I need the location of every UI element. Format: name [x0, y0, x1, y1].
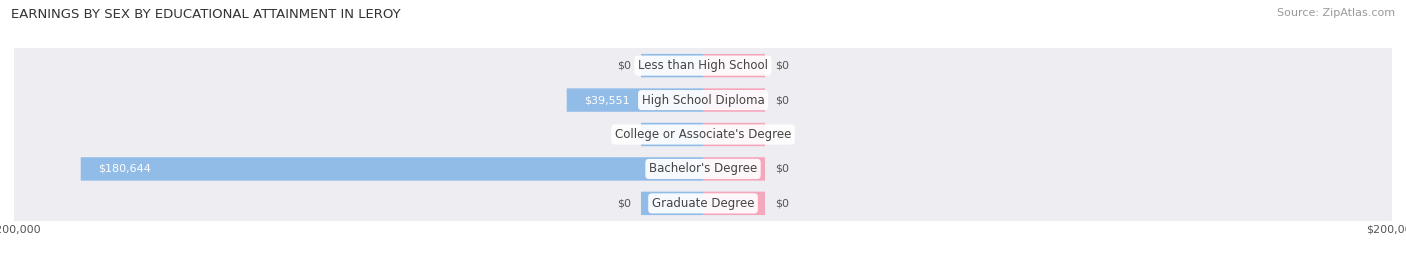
Text: $39,551: $39,551	[583, 95, 630, 105]
FancyBboxPatch shape	[641, 123, 703, 146]
FancyBboxPatch shape	[14, 0, 1392, 269]
Text: $0: $0	[617, 198, 631, 208]
Text: $0: $0	[775, 164, 789, 174]
Text: $0: $0	[775, 61, 789, 71]
Text: $180,644: $180,644	[98, 164, 150, 174]
Text: $0: $0	[617, 129, 631, 140]
Text: Less than High School: Less than High School	[638, 59, 768, 72]
FancyBboxPatch shape	[703, 123, 765, 146]
FancyBboxPatch shape	[14, 0, 1392, 269]
FancyBboxPatch shape	[14, 0, 1392, 269]
Text: Source: ZipAtlas.com: Source: ZipAtlas.com	[1277, 8, 1395, 18]
FancyBboxPatch shape	[703, 54, 765, 77]
Text: $0: $0	[775, 129, 789, 140]
FancyBboxPatch shape	[703, 157, 765, 181]
Text: EARNINGS BY SEX BY EDUCATIONAL ATTAINMENT IN LEROY: EARNINGS BY SEX BY EDUCATIONAL ATTAINMEN…	[11, 8, 401, 21]
FancyBboxPatch shape	[567, 88, 703, 112]
Text: $0: $0	[617, 61, 631, 71]
Text: $0: $0	[775, 95, 789, 105]
Text: High School Diploma: High School Diploma	[641, 94, 765, 107]
Text: Bachelor's Degree: Bachelor's Degree	[650, 162, 756, 175]
FancyBboxPatch shape	[641, 192, 703, 215]
FancyBboxPatch shape	[703, 88, 765, 112]
Text: $0: $0	[775, 198, 789, 208]
FancyBboxPatch shape	[14, 0, 1392, 269]
FancyBboxPatch shape	[641, 54, 703, 77]
Text: Graduate Degree: Graduate Degree	[652, 197, 754, 210]
FancyBboxPatch shape	[703, 192, 765, 215]
FancyBboxPatch shape	[80, 157, 703, 181]
FancyBboxPatch shape	[14, 0, 1392, 269]
Text: College or Associate's Degree: College or Associate's Degree	[614, 128, 792, 141]
